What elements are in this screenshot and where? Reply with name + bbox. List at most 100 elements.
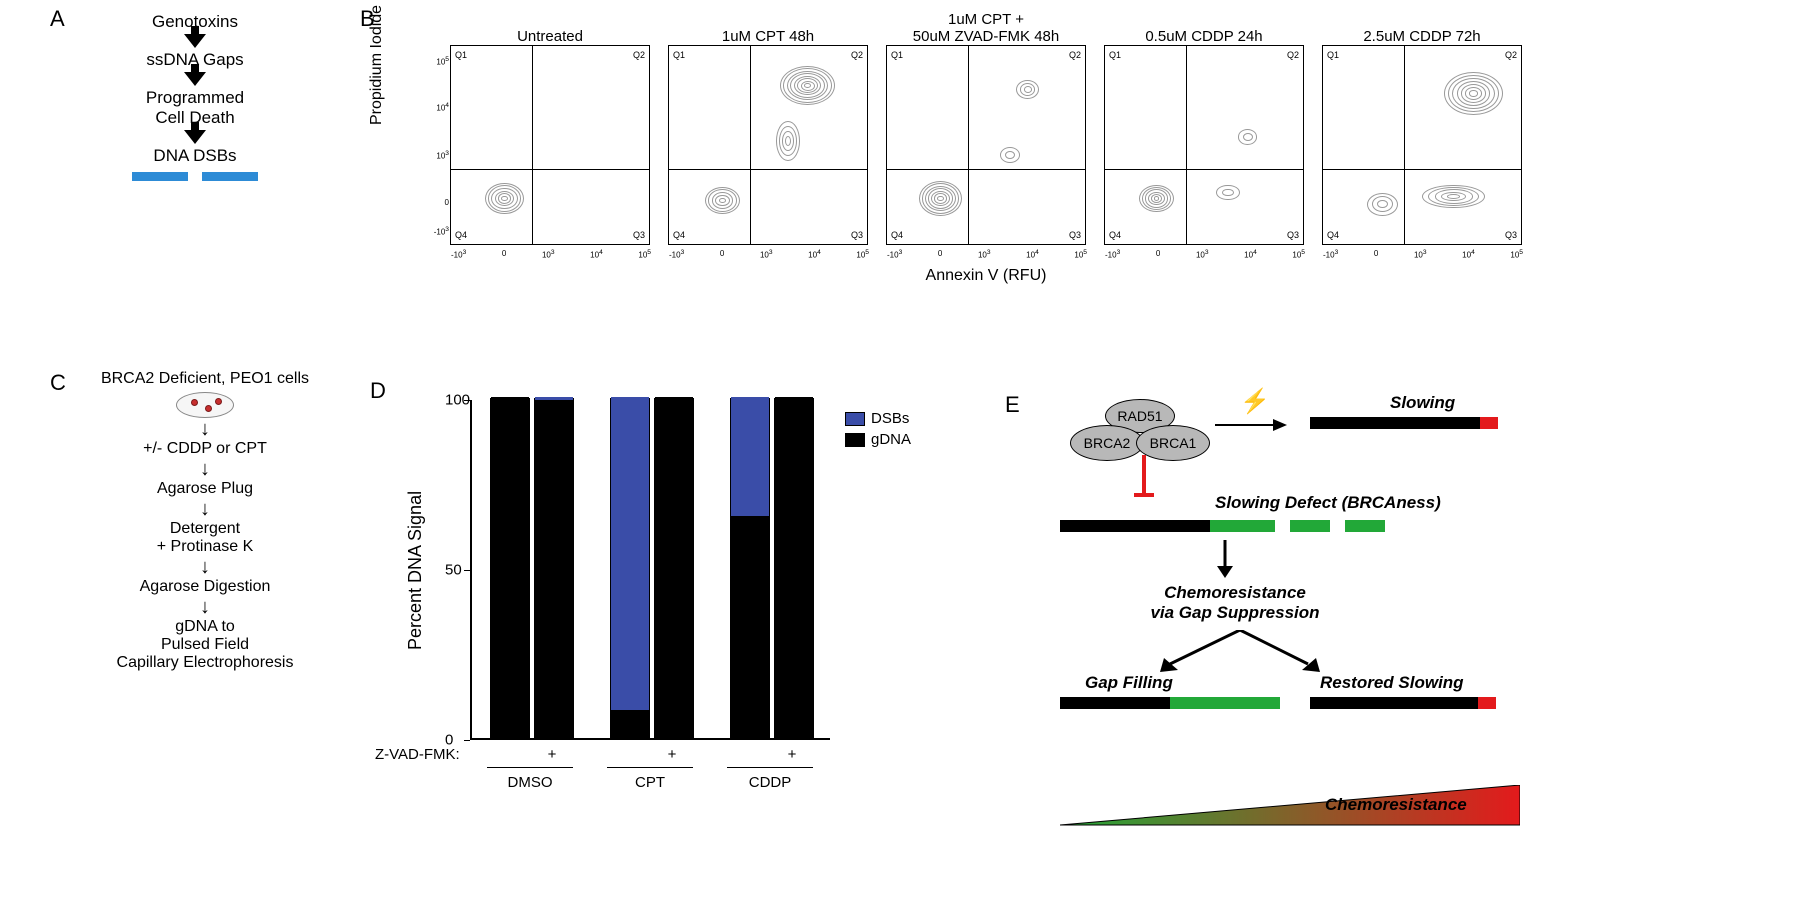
quad-label: Q2 — [633, 50, 645, 60]
bar-group — [472, 398, 592, 738]
facs-y-ticks: 1051041030-103 — [419, 46, 449, 246]
defect-seg1 — [1210, 520, 1275, 532]
facs-title: 1uM CPT +50uM ZVAD-FMK 48h — [886, 5, 1086, 45]
workflow-step: Agarose Digestion — [85, 578, 325, 596]
flow-step: DNA DSBs — [95, 146, 295, 166]
facs-box: Q1Q2Q3Q41051041030-103-1030103104105 — [450, 45, 650, 245]
panel-a-flowchart: GenotoxinsssDNA GapsProgrammedCell Death… — [95, 10, 295, 181]
facs-plot: 2.5uM CDDP 72hQ1Q2Q3Q4-1030103104105 — [1322, 5, 1522, 245]
label-gap-filling: Gap Filling — [1085, 673, 1173, 693]
dna-track-defect — [1060, 520, 1210, 532]
quad-label: Q4 — [1109, 230, 1121, 240]
bar-chart-area — [470, 400, 830, 740]
facs-x-axis-label: Annexin V (RFU) — [450, 267, 1522, 303]
protein-brca2: BRCA2 — [1070, 425, 1144, 461]
workflow-step: Detergent+ Protinase K — [85, 520, 325, 556]
facs-contour — [1024, 86, 1032, 93]
arrow-down-1 — [1210, 540, 1240, 580]
facs-x-ticks: -1030103104105 — [1323, 249, 1523, 260]
facs-contour — [1005, 151, 1015, 159]
bar-group — [712, 398, 832, 738]
legend-item: gDNA — [845, 431, 911, 448]
zvad-row: Z-VAD-FMK:+++ — [470, 746, 830, 763]
dna-red-tip — [1480, 417, 1498, 429]
bar — [654, 398, 694, 738]
bar-group — [592, 398, 712, 738]
label-slowing: Slowing — [1390, 393, 1455, 413]
quad-label: Q1 — [1109, 50, 1121, 60]
panel-label-e: E — [1005, 392, 1020, 418]
quad-label: Q4 — [1327, 230, 1339, 240]
facs-plot: UntreatedQ1Q2Q3Q41051041030-103-10301031… — [450, 5, 650, 245]
bar — [610, 398, 650, 738]
gapfill-green — [1170, 697, 1280, 709]
facs-plot: 1uM CPT 48hQ1Q2Q3Q4-1030103104105 — [668, 5, 868, 245]
group-label: CDDP — [749, 774, 792, 791]
thin-arrow-icon: ↓ — [85, 420, 325, 438]
restored-track — [1310, 697, 1478, 709]
group-label: DMSO — [508, 774, 553, 791]
quad-label: Q1 — [455, 50, 467, 60]
panel-label-c: C — [50, 370, 66, 396]
quad-label: Q3 — [1069, 230, 1081, 240]
facs-contour — [1447, 194, 1460, 199]
workflow-step: gDNA toPulsed FieldCapillary Electrophor… — [85, 618, 325, 672]
facs-title: 1uM CPT 48h — [668, 5, 868, 45]
quad-label: Q2 — [1287, 50, 1299, 60]
facs-contour — [1243, 133, 1253, 141]
facs-plot: 1uM CPT +50uM ZVAD-FMK 48hQ1Q2Q3Q4-10301… — [886, 5, 1086, 245]
quad-label: Q1 — [1327, 50, 1339, 60]
bar — [534, 398, 574, 738]
workflow-step: +/- CDDP or CPT — [85, 440, 325, 458]
thin-arrow-icon: ↓ — [85, 500, 325, 518]
y-tick: 50 — [445, 562, 462, 579]
thin-arrow-icon: ↓ — [85, 558, 325, 576]
facs-x-ticks: -1030103104105 — [1105, 249, 1305, 260]
panel-label-a: A — [50, 6, 65, 32]
label-chemo-via: Chemoresistancevia Gap Suppression — [1130, 583, 1340, 623]
bar — [730, 398, 770, 738]
quad-label: Q4 — [891, 230, 903, 240]
defect-seg2 — [1290, 520, 1330, 532]
bar — [774, 398, 814, 738]
facs-x-ticks: -1030103104105 — [887, 249, 1087, 260]
workflow-step: Agarose Plug — [85, 480, 325, 498]
inhibit-arrow — [1134, 455, 1154, 505]
petri-dish-icon — [176, 392, 234, 418]
facs-title: 0.5uM CDDP 24h — [1104, 5, 1304, 45]
quad-label: Q2 — [1505, 50, 1517, 60]
thin-arrow-icon: ↓ — [85, 460, 325, 478]
facs-contour — [1222, 189, 1234, 197]
label-slowing-defect: Slowing Defect (BRCAness) — [1215, 493, 1441, 513]
dsb-bars — [95, 172, 295, 181]
panel-d-bar-chart: Percent DNA Signal DSBsgDNA Z-VAD-FMK:++… — [400, 390, 930, 820]
quad-label: Q3 — [851, 230, 863, 240]
group-label: CPT — [635, 774, 665, 791]
panel-c-workflow: BRCA2 Deficient, PEO1 cells ↓ +/- CDDP or… — [85, 370, 325, 672]
facs-title: 2.5uM CDDP 72h — [1322, 5, 1522, 45]
lightning-icon: ⚡ — [1240, 387, 1270, 416]
chart-legend: DSBs gDNA — [845, 410, 911, 452]
facs-contour — [1154, 196, 1160, 201]
quad-label: Q3 — [1505, 230, 1517, 240]
y-tick: 0 — [445, 732, 453, 749]
facs-box: Q1Q2Q3Q4-1030103104105 — [886, 45, 1086, 245]
facs-contour — [1469, 90, 1477, 96]
quad-label: Q2 — [851, 50, 863, 60]
label-chemoresistance: Chemoresistance — [1325, 795, 1467, 815]
legend-item: DSBs — [845, 410, 911, 427]
facs-y-axis-label: Propidium Iodide (RFU) — [368, 0, 386, 125]
bar — [490, 398, 530, 738]
quad-label: Q2 — [1069, 50, 1081, 60]
facs-contour — [501, 196, 508, 201]
label-restored: Restored Slowing — [1320, 673, 1464, 693]
dna-track-slowing — [1310, 417, 1480, 429]
facs-plot: 0.5uM CDDP 24hQ1Q2Q3Q4-1030103104105 — [1104, 5, 1304, 245]
quad-label: Q1 — [673, 50, 685, 60]
quad-label: Q1 — [891, 50, 903, 60]
facs-x-ticks: -1030103104105 — [669, 249, 869, 260]
facs-contour — [785, 136, 791, 146]
panel-c-header: BRCA2 Deficient, PEO1 cells — [85, 370, 325, 388]
facs-contour — [719, 198, 726, 204]
gapfill-track — [1060, 697, 1170, 709]
